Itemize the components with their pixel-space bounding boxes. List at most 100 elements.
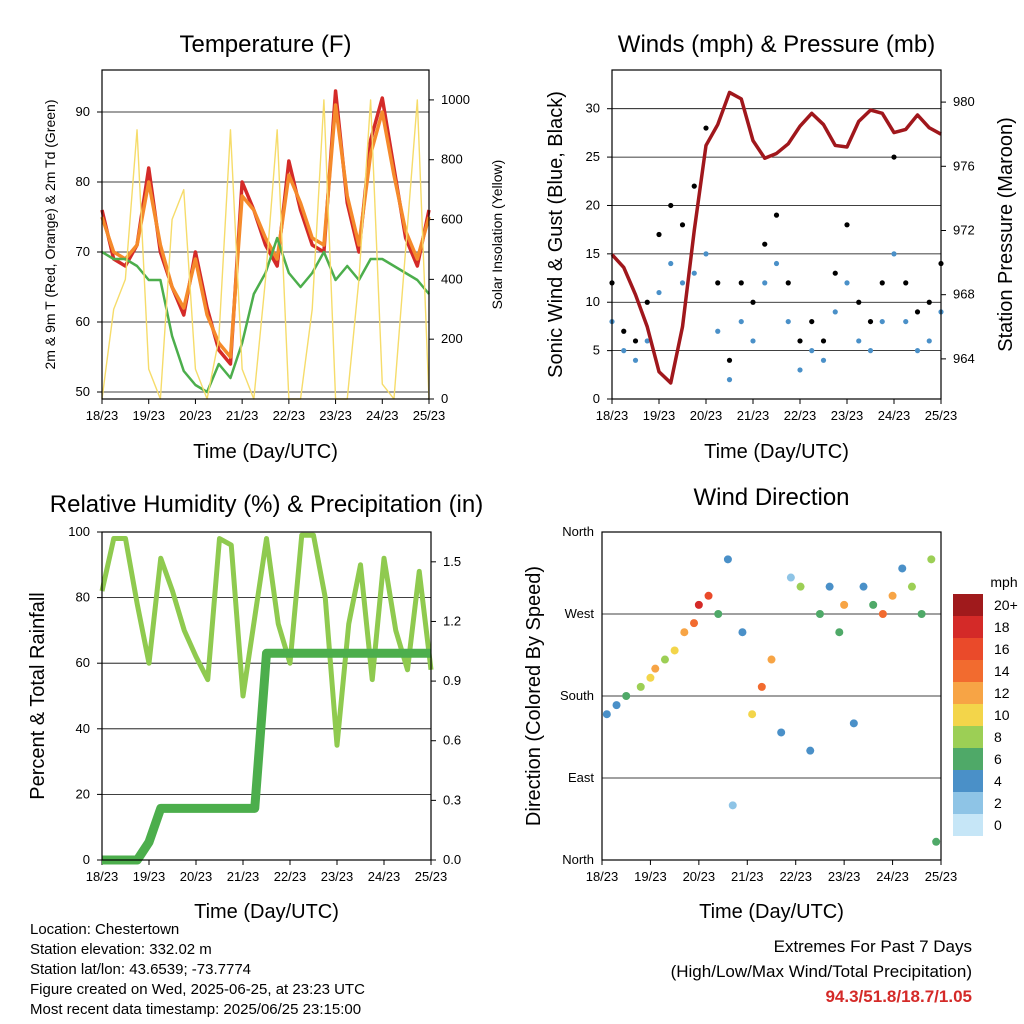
x-tick-label: 24/23 <box>366 408 399 423</box>
direction-point <box>694 600 703 609</box>
direction-point <box>612 701 621 710</box>
data-point <box>750 338 756 344</box>
series-line-total-rainfall <box>102 648 431 865</box>
direction-point <box>777 728 786 737</box>
data-point <box>679 222 686 228</box>
data-point <box>832 309 838 315</box>
direction-point <box>815 610 824 618</box>
x-tick-label: 22/23 <box>274 869 307 884</box>
colorbar-label: 20+ <box>994 597 1018 613</box>
colorbar-label: 12 <box>994 685 1010 701</box>
colorbar-label: 16 <box>994 641 1010 657</box>
extremes-values: 94.3/51.8/18.7/1.05 <box>825 987 972 1006</box>
y-tick-label: 40 <box>76 721 90 736</box>
direction-point <box>825 582 834 591</box>
x-tick-label: 22/23 <box>784 408 817 423</box>
direction-point <box>878 610 887 618</box>
chart-panel-2: Winds (mph) & Pressure (mb) Time (Day/UTC… <box>545 31 1017 463</box>
direction-point <box>869 600 878 609</box>
y2-axis-label: Solar Insolation (Yellow) <box>489 160 505 310</box>
data-point <box>903 280 909 286</box>
x-tick-label: 21/23 <box>227 869 260 884</box>
x-tick-label: 20/23 <box>683 869 716 884</box>
y-axis-label: Direction (Colored By Speed) <box>523 566 545 826</box>
colorbar-swatch <box>953 616 983 638</box>
plot-frame <box>601 531 942 861</box>
y2-tick-label: 600 <box>441 212 463 227</box>
y-tick-label: 20 <box>76 786 90 801</box>
extremes-block: Extremes For Past 7 Days (High/Low/Max W… <box>671 934 972 1009</box>
direction-point <box>670 646 679 655</box>
direction-point <box>728 801 737 810</box>
direction-point <box>704 591 713 600</box>
data-point <box>750 299 756 305</box>
chart-title: Wind Direction <box>693 484 849 511</box>
data-point <box>867 318 874 325</box>
y2-tick-label: 976 <box>953 158 975 173</box>
colorbar-label: 14 <box>994 663 1010 679</box>
y-tick-label: 0 <box>593 391 600 406</box>
colorbar-label: 8 <box>994 729 1002 745</box>
data-point <box>914 309 921 315</box>
series-line-station-pressure <box>610 90 942 385</box>
colorbar-label: 0 <box>994 817 1002 833</box>
direction-point <box>714 610 723 618</box>
direction-point <box>917 610 926 618</box>
y-tick-label: East <box>568 770 594 785</box>
data-point <box>668 260 674 267</box>
x-tick-label: 21/23 <box>737 408 770 423</box>
data-point <box>621 348 627 354</box>
extremes-subtitle: (High/Low/Max Wind/Total Precipitation) <box>670 962 972 981</box>
x-axis-label: Time (Day/UTC) <box>193 441 338 463</box>
created-text: Figure created on Wed, 2025-06-25, at 23… <box>30 981 365 998</box>
colorbar-swatch <box>953 748 983 770</box>
y2-axis-label: Station Pressure (Maroon) <box>995 117 1017 352</box>
chart-panel-3: Relative Humidity (%) & Precipitation (i… <box>27 491 483 923</box>
y2-tick-label: 0.9 <box>443 673 461 688</box>
y-tick-label: 5 <box>593 343 600 358</box>
direction-point <box>888 591 897 600</box>
data-point <box>809 318 815 325</box>
direction-point <box>806 746 815 755</box>
y2-tick-label: 980 <box>953 94 975 109</box>
data-point <box>656 231 662 238</box>
direction-point <box>748 710 757 719</box>
x-tick-label: 24/23 <box>368 869 401 884</box>
direction-point <box>636 682 645 691</box>
y-axis-label: Percent & Total Rainfall <box>27 592 49 800</box>
y-tick-label: 10 <box>586 294 600 309</box>
data-point <box>703 125 709 131</box>
x-tick-label: 18/23 <box>86 869 119 884</box>
x-tick-label: 23/23 <box>828 869 861 884</box>
y2-tick-label: 200 <box>441 331 463 346</box>
direction-point <box>757 682 766 691</box>
y-tick-label: 30 <box>586 101 600 116</box>
x-axis-label: Time (Day/UTC) <box>194 901 339 923</box>
x-axis-label: Time (Day/UTC) <box>699 901 844 923</box>
y-tick-label: 70 <box>76 244 90 259</box>
colorbar-swatch <box>953 660 983 682</box>
x-tick-label: 20/23 <box>180 869 213 884</box>
data-point <box>632 357 639 363</box>
series-gust <box>609 125 944 363</box>
y-tick-label: 60 <box>76 314 90 329</box>
x-tick-label: 20/23 <box>690 408 723 423</box>
x-tick-label: 21/23 <box>731 869 764 884</box>
data-point <box>644 338 650 344</box>
x-tick-label: 24/23 <box>878 408 911 423</box>
x-tick-label: 19/23 <box>643 408 676 423</box>
y-tick-label: 60 <box>76 655 90 670</box>
x-tick-label: 25/23 <box>925 869 958 884</box>
direction-point <box>646 673 655 682</box>
colorbar-swatch <box>953 682 983 704</box>
series-sonic-wind <box>609 251 944 383</box>
data-point <box>914 348 921 354</box>
extremes-title: Extremes For Past 7 Days <box>773 937 972 956</box>
data-point <box>891 251 897 257</box>
y-tick-label: South <box>560 688 594 703</box>
data-point <box>738 318 744 325</box>
direction-point <box>840 600 849 609</box>
data-point <box>820 357 827 363</box>
colorbar-label: 2 <box>994 795 1002 811</box>
colorbar-swatch <box>953 770 983 792</box>
